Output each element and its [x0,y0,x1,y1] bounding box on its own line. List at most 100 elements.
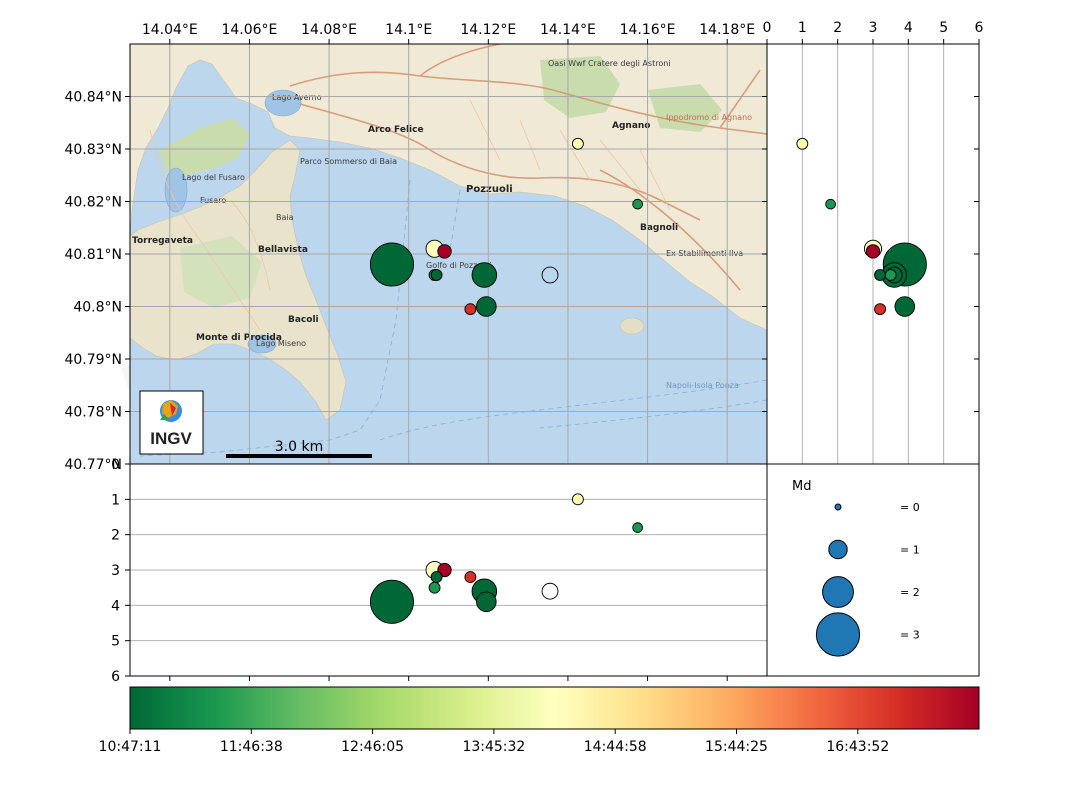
map-event-marker [571,137,584,150]
bottom-event-marker [430,571,443,583]
colorbar-tick-label: 11:46:38 [220,739,283,755]
place-label: Napoli-Isola Ponza [666,381,739,390]
place-label: Parco Sommerso di Baia [300,157,397,166]
map-event-marker [476,296,497,317]
place-label: Golfo di Pozzuoli [426,261,492,270]
bottom-event-marker [571,493,584,506]
colorbar-tick-label: 15:44:25 [705,739,768,755]
colorbar-tick-label: 13:45:32 [462,739,525,755]
bottom-event-marker [369,579,415,624]
side-event-marker [884,269,897,281]
map-event-marker [471,262,498,288]
lat-tick-label: 40.82°N [64,195,122,211]
side-event-marker [865,244,881,259]
place-label: Fusaro [200,196,226,205]
legend-label: = 0 [900,501,920,514]
side-depth-tick-label: 0 [763,20,772,36]
map-event-marker [369,242,415,287]
map-events [369,137,643,317]
side-event-marker [894,296,916,317]
nisida-island [619,317,645,335]
lon-tick-label: 14.18°E [699,22,755,38]
bottom-depth-tick-label: 2 [111,528,120,544]
side-depth-tick-label: 2 [833,20,842,36]
lat-tick-label: 40.83°N [64,142,122,158]
map-event-marker [632,198,643,210]
bottom-event-marker [428,581,441,594]
place-label: Lago Miseno [256,339,306,348]
lat-tick-label: 40.78°N [64,405,122,421]
colorbar-tick-label: 16:43:52 [826,739,889,755]
colorbar-tick-label: 14:44:58 [584,739,647,755]
lat-tick-label: 40.84°N [64,90,122,106]
side-event-marker [874,269,886,281]
legend-marker [834,503,842,511]
scale-bar: 3.0 km [226,439,372,458]
legend-label: = 2 [900,586,920,599]
bottom-depth-tick-label: 0 [111,457,120,473]
colorbar-gradient [129,686,980,730]
bottom-event-marker [541,582,559,600]
lon-tick-label: 14.08°E [301,22,357,38]
lat-tick-label: 40.81°N [64,247,122,263]
lon-tick-label: 14.06°E [221,22,277,38]
place-label: Agnano [612,121,650,131]
lat-tick-label: 40.79°N [64,352,122,368]
lon-tick-label: 14.16°E [620,22,676,38]
bottom-depth-panel: 0 1 2 3 4 5 6 [111,457,768,685]
place-label: Ippodromo di Agnano [666,113,752,122]
lon-tick-label: 14.04°E [142,22,198,38]
logo-text: INGV [150,429,192,448]
map-event-marker [430,269,443,281]
side-depth-tick-label: 5 [939,20,948,36]
legend-marker [828,539,848,560]
bottom-events [369,493,643,624]
map-event-marker [437,244,452,259]
map-event-marker [541,266,559,284]
map-land: Lago Averno Arco Felice Pozzuoli Agnano … [130,44,767,457]
lake-miseno [247,334,277,354]
place-label: Baia [276,213,294,222]
colorbar-tick-label: 12:46:05 [341,739,404,755]
lon-tick-label: 14.12°E [460,22,516,38]
side-depth-tick-label: 6 [975,20,984,36]
bottom-depth-tick-label: 6 [111,669,120,685]
lon-tick-label: 14.14°E [540,22,596,38]
ingv-logo: INGV [139,390,204,455]
place-label: Bagnoli [640,223,678,233]
bottom-depth-tick-label: 5 [111,634,120,650]
side-event-marker [796,137,809,150]
time-colorbar: 10:47:11 11:46:38 12:46:05 13:45:32 14:44:58… [99,686,980,755]
lon-tick-label: 14.1°E [385,22,432,38]
place-label: Arco Felice [368,125,424,135]
bottom-depth-tick-label: 4 [111,598,120,614]
bottom-depth-axis: 0 1 2 3 4 5 6 [111,457,728,685]
lat-axis: 40.84°N 40.83°N 40.82°N 40.81°N 40.8°N 40.79°… [64,90,130,473]
lat-tick-label: 40.8°N [73,300,122,316]
legend-marker [822,576,854,608]
legend-label: = 1 [900,544,920,557]
colorbar-tick-label: 10:47:11 [99,739,162,755]
map-event-marker [464,303,477,316]
place-label: Torregaveta [132,236,193,246]
bottom-depth-tick-label: 1 [111,492,120,508]
bottom-event-marker [464,571,477,583]
legend-marker [815,612,861,657]
lon-axis: 14.04°E 14.06°E 14.08°E 14.1°E 14.12°E 14.14°… [142,22,755,44]
lat-tick-label: 40.77°N [64,457,122,473]
magnitude-legend: Md = 0 = 1 = 2 = 3 [766,463,980,677]
side-depth-panel: 0 1 2 3 4 5 6 [762,20,984,465]
place-label: Bacoli [288,315,319,325]
scale-bar-label: 3.0 km [275,439,323,455]
bottom-event-marker [476,591,497,613]
side-depth-axis: 0 1 2 3 4 5 6 [762,20,984,465]
legend-label: = 3 [900,629,920,642]
map-panel: Lago Averno Arco Felice Pozzuoli Agnano … [64,22,768,473]
side-event-marker [825,198,836,210]
bottom-depth-tick-label: 3 [111,563,120,579]
place-label: Pozzuoli [466,184,513,195]
side-depth-tick-label: 3 [869,20,878,36]
place-label: Lago del Fusaro [182,173,245,182]
side-events [796,137,927,317]
